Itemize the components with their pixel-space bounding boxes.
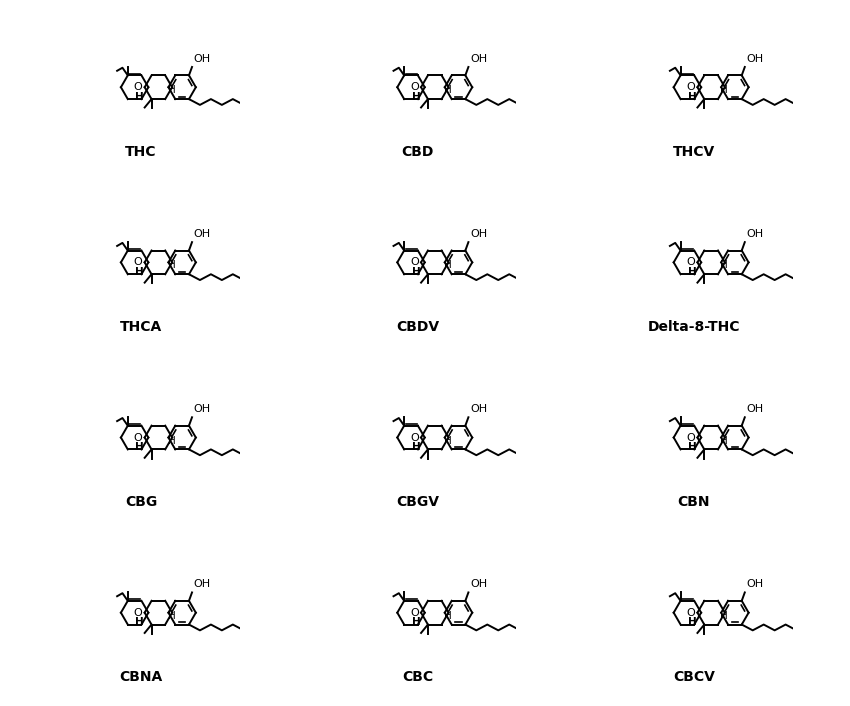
- Text: OH: OH: [194, 405, 211, 414]
- Text: H: H: [167, 261, 175, 270]
- Text: H: H: [411, 442, 420, 452]
- Text: OH: OH: [194, 229, 211, 239]
- Text: CBGV: CBGV: [396, 495, 439, 509]
- Text: O: O: [687, 82, 695, 92]
- Text: O: O: [133, 608, 143, 618]
- Text: OH: OH: [470, 54, 487, 64]
- Text: CBG: CBG: [125, 495, 157, 509]
- Text: OH: OH: [194, 580, 211, 590]
- Text: H: H: [444, 611, 451, 621]
- Text: CBDV: CBDV: [396, 320, 439, 334]
- Text: O: O: [133, 258, 143, 268]
- Text: H: H: [167, 436, 175, 445]
- Text: CBCV: CBCV: [673, 670, 715, 684]
- Text: O: O: [687, 433, 695, 443]
- Text: OH: OH: [470, 229, 487, 239]
- Text: O: O: [687, 258, 695, 268]
- Text: H: H: [720, 85, 728, 95]
- Text: H: H: [720, 611, 728, 621]
- Text: H: H: [444, 85, 451, 95]
- Text: H: H: [167, 611, 175, 621]
- Text: THCA: THCA: [120, 320, 162, 334]
- Text: H: H: [411, 92, 420, 102]
- Text: THCV: THCV: [672, 145, 715, 159]
- Text: H: H: [167, 85, 175, 95]
- Text: O: O: [410, 433, 419, 443]
- Text: CBC: CBC: [402, 670, 433, 684]
- Text: THC: THC: [125, 145, 156, 159]
- Text: H: H: [688, 267, 697, 277]
- Text: H: H: [688, 617, 697, 627]
- Text: CBNA: CBNA: [119, 670, 162, 684]
- Text: O: O: [133, 433, 143, 443]
- Text: H: H: [688, 442, 697, 452]
- Text: OH: OH: [470, 580, 487, 590]
- Text: H: H: [135, 267, 144, 277]
- Text: H: H: [720, 261, 728, 270]
- Text: OH: OH: [746, 405, 763, 414]
- Text: Delta-8-THC: Delta-8-THC: [648, 320, 740, 334]
- Text: OH: OH: [194, 54, 211, 64]
- Text: OH: OH: [746, 580, 763, 590]
- Text: H: H: [444, 261, 451, 270]
- Text: O: O: [410, 82, 419, 92]
- Text: OH: OH: [746, 54, 763, 64]
- Text: H: H: [720, 436, 728, 445]
- Text: H: H: [135, 92, 144, 102]
- Text: O: O: [133, 82, 143, 92]
- Text: CBN: CBN: [677, 495, 710, 509]
- Text: H: H: [411, 267, 420, 277]
- Text: OH: OH: [470, 405, 487, 414]
- Text: O: O: [410, 608, 419, 618]
- Text: H: H: [135, 442, 144, 452]
- Text: O: O: [410, 258, 419, 268]
- Text: O: O: [687, 608, 695, 618]
- Text: H: H: [444, 436, 451, 445]
- Text: H: H: [411, 617, 420, 627]
- Text: H: H: [688, 92, 697, 102]
- Text: OH: OH: [746, 229, 763, 239]
- Text: CBD: CBD: [401, 145, 434, 159]
- Text: H: H: [135, 617, 144, 627]
